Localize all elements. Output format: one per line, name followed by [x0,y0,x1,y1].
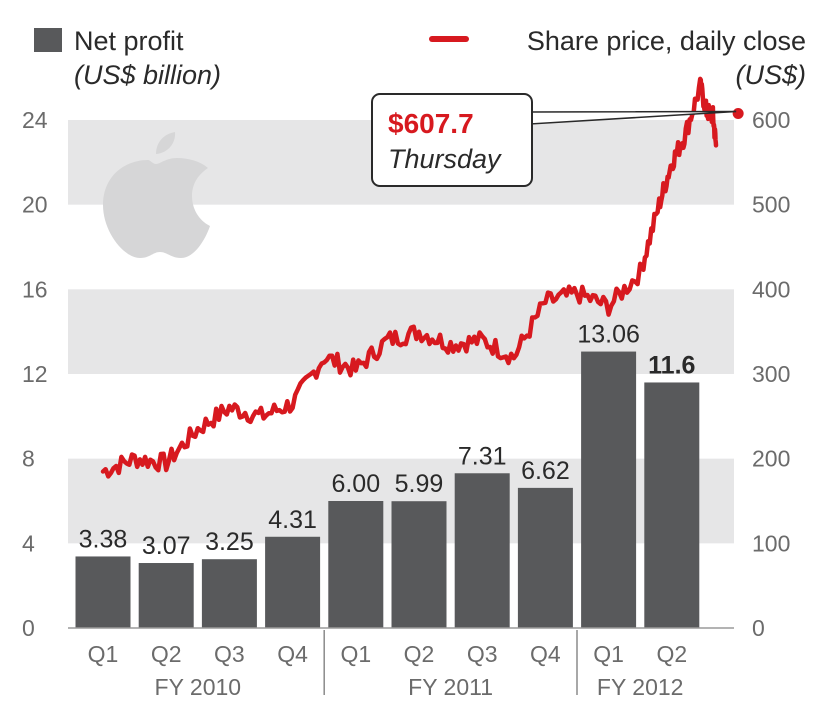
price-callout: $607.7 Thursday [371,93,737,187]
profit-bar-value-label: 7.31 [458,442,507,470]
left-tick-label: 20 [22,192,48,218]
legend-bar-swatch [34,28,62,52]
profit-bar-value-label: 3.38 [79,525,128,553]
profit-bar-value-label: 11.6 [648,351,695,379]
left-tick-label: 16 [22,276,48,302]
profit-bar-value-label: 13.06 [577,321,640,349]
share-price-line [100,76,719,479]
x-axis-labels: Q1 Q2 Q3 Q4 Q1 Q2 Q3 Q4 Q1 Q2 [88,641,687,667]
quarter-label: Q4 [277,641,308,667]
profit-bar [391,501,447,628]
right-tick-label: 600 [752,107,790,133]
profit-bar [581,351,637,628]
callout-day: Thursday [388,144,502,174]
left-tick-label: 0 [22,615,35,641]
profit-bar-value-label: 3.25 [205,528,254,556]
profit-bar [75,556,131,628]
right-tick-label: 100 [752,530,790,556]
legend-bars-unit: (US$ billion) [74,60,221,90]
profit-bar-value-label: 4.31 [268,506,317,534]
profit-bar-value-label: 6.00 [331,470,380,498]
left-axis-ticks: 0 4 8 12 16 20 24 [22,107,48,641]
quarter-label: Q1 [593,641,624,667]
quarter-label: Q2 [404,641,435,667]
left-tick-label: 12 [22,361,48,387]
callout-price: $607.7 [388,108,474,139]
fiscal-year-label: FY 2011 [408,674,493,700]
callout-box [371,93,533,187]
quarter-label: Q2 [656,641,687,667]
quarter-label: Q3 [467,641,498,667]
quarter-label: Q1 [340,641,371,667]
profit-bar-labels: 3.38 3.07 3.25 4.31 6.00 5.99 7.31 6.62 13.06 11.… [79,321,696,560]
left-tick-label: 8 [22,446,35,472]
legend-line-unit: (US$) [735,60,806,90]
apple-logo-icon [103,132,210,258]
quarter-label: Q2 [151,641,182,667]
left-tick-label: 4 [22,530,35,556]
right-axis-ticks: 0 100 200 300 400 500 600 [752,107,790,641]
legend-bars-label: Net profit [74,26,184,56]
profit-bar [517,487,573,628]
profit-bar [644,382,700,628]
legend-line-label: Share price, daily close [527,26,806,56]
profit-bar [265,536,321,628]
share-price-highlight-point [730,105,746,121]
quarter-label: Q4 [530,641,561,667]
profit-bars [75,351,700,628]
right-tick-label: 0 [752,615,765,641]
right-tick-label: 300 [752,361,790,387]
profit-bar [328,501,384,628]
profit-bar [138,563,194,628]
profit-bar-value-label: 5.99 [395,470,444,498]
fiscal-year-label: FY 2012 [597,674,684,700]
fiscal-year-label: FY 2010 [155,674,242,700]
quarter-label: Q1 [88,641,119,667]
profit-bar-value-label: 6.62 [521,457,570,485]
profit-bar [454,473,510,628]
right-tick-label: 200 [752,446,790,472]
fiscal-year-labels: FY 2010 FY 2011 FY 2012 [155,630,684,700]
right-tick-label: 400 [752,276,790,302]
quarter-label: Q3 [214,641,245,667]
right-tick-label: 500 [752,192,790,218]
profit-bar-value-label: 3.07 [142,532,191,560]
left-tick-label: 24 [22,107,48,133]
profit-bar [201,559,257,628]
